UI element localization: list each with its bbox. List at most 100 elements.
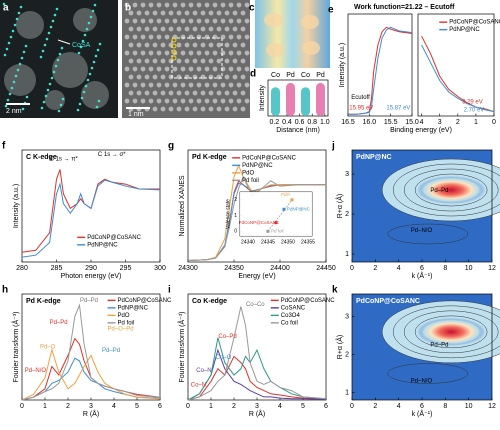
lattice-dot (224, 10, 230, 16)
lattice-dot (140, 34, 146, 40)
x-tick-label: 24345 (261, 239, 275, 245)
lattice-dot (140, 66, 146, 72)
x-tick-label: 8 (443, 403, 447, 410)
lattice-dot (164, 2, 170, 8)
lattice-dot (124, 82, 130, 88)
lattice-dot (204, 98, 210, 104)
annotation: C 1s → π* (50, 157, 79, 163)
lattice-dot (192, 106, 198, 112)
x-tick-label: 1.0 (320, 119, 330, 126)
x-tick-label: 6 (324, 403, 328, 410)
lattice-dot (236, 66, 242, 72)
marked-atom (171, 55, 177, 61)
series-line (21, 169, 160, 253)
x-tick-label: 0 (186, 403, 190, 410)
x-tick-label: 2 (456, 119, 460, 126)
x-tick-label: 3 (438, 119, 442, 126)
lattice-dot (160, 26, 166, 32)
lattice-dot (240, 90, 246, 96)
inset-bg (240, 192, 312, 236)
particle (52, 52, 88, 88)
lattice-dot (152, 106, 158, 112)
lattice-dot (180, 82, 186, 88)
x-tick-label: 24450 (316, 265, 336, 272)
x-tick-label: 3 (255, 403, 259, 410)
legend-label: PdCoNP@CoSANC (281, 298, 335, 304)
lattice-dot (196, 18, 202, 24)
single-atom (21, 107, 25, 111)
lattice-dot (156, 66, 162, 72)
lattice-dot (216, 42, 222, 48)
x-tick-label: 4 (278, 403, 282, 410)
point (266, 229, 270, 233)
lattice-dot (188, 18, 194, 24)
lattice-dot (208, 74, 214, 80)
single-atom (15, 17, 19, 21)
y-axis-label: Intensity (a.u.) (13, 184, 20, 228)
lattice-dot (124, 50, 130, 56)
lattice-dot (236, 82, 242, 88)
lattice-dot (196, 50, 202, 56)
lattice-dot (124, 2, 130, 8)
chart-title: Pd K-edge (26, 298, 61, 305)
lattice-dot (156, 34, 162, 40)
lattice-dot (156, 82, 162, 88)
lattice-dot (124, 98, 130, 104)
lattice-dot (220, 34, 226, 40)
y-axis-label: Intensity (a.u.) (339, 43, 346, 87)
single-atom (86, 78, 90, 82)
lattice-dot (244, 34, 250, 40)
lattice-dot (168, 26, 174, 32)
particle (4, 64, 36, 96)
legend-label: PdCoNP@CoSANC (87, 235, 141, 241)
lattice-dot (236, 50, 242, 56)
x-tick-label: 1 (474, 119, 478, 126)
single-atom (47, 31, 51, 35)
scale-label: 2 nm (6, 108, 22, 115)
lattice-dot (168, 74, 174, 80)
lattice-dot (148, 2, 154, 8)
lattice-dot (212, 18, 218, 24)
lattice-dot (168, 10, 174, 16)
lattice-dot (160, 42, 166, 48)
y-tick-label: 3 (345, 171, 349, 178)
x-axis-label: R (Å) (83, 409, 99, 418)
x-tick-label: 290 (85, 265, 97, 272)
lattice-dot (176, 106, 182, 112)
lattice-dot (228, 82, 234, 88)
lattice-dot (168, 106, 174, 112)
lattice-dot (172, 50, 178, 56)
single-atom (40, 106, 44, 110)
panel-letter: g (168, 141, 174, 152)
lattice-dot (240, 26, 246, 32)
chart-title: C K-edge (26, 154, 57, 161)
legend-label: PdNP@NC (87, 242, 118, 248)
panel-letter: f (2, 141, 6, 152)
series-line (21, 347, 161, 401)
lattice-dot (184, 106, 190, 112)
y-tick-label: 1 (345, 389, 349, 396)
contour (414, 173, 488, 207)
lattice-dot (128, 74, 134, 80)
x-tick-label: 24400 (270, 265, 290, 272)
lattice-dot (244, 98, 250, 104)
lattice-dot (128, 90, 134, 96)
x-tick-label: 4 (397, 403, 401, 410)
lattice-dot (136, 10, 142, 16)
single-atom (91, 9, 95, 13)
lattice-dot (196, 66, 202, 72)
single-atom (8, 92, 12, 96)
y-axis-label: R+α (Å) (335, 194, 344, 218)
single-atom (96, 48, 100, 52)
single-atom (16, 68, 20, 72)
single-atom (25, 95, 29, 99)
single-atom (6, 98, 10, 102)
lattice-dot (124, 18, 130, 24)
lattice-dot (184, 10, 190, 16)
map-blob (302, 41, 320, 55)
single-atom (44, 94, 48, 98)
single-atom (3, 53, 7, 57)
lattice-dot (164, 34, 170, 40)
lattice-dot (128, 42, 134, 48)
